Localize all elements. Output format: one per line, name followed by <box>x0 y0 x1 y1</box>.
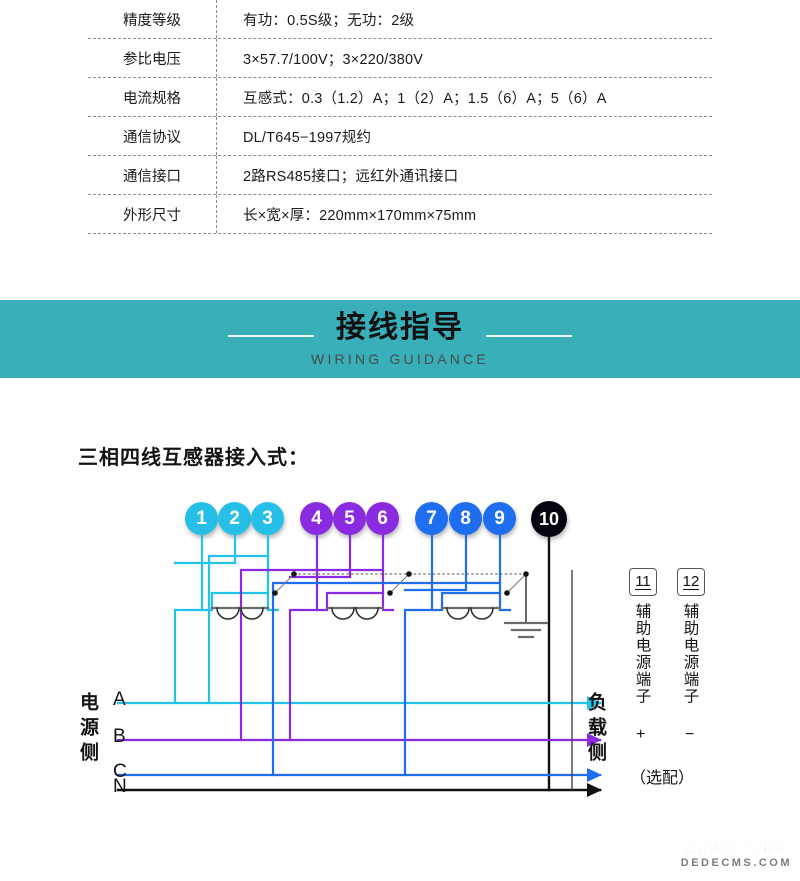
column-divider <box>216 39 217 77</box>
spec-table: 精度等级 有功：0.5S级；无功：2级 参比电压 3×57.7/100V；3×2… <box>88 0 712 234</box>
phase-label-b: B <box>113 726 126 747</box>
spec-value: 互感式：0.3（1.2）A；1（2）A；1.5（6）A；5（6）A <box>243 90 607 107</box>
spec-value: DL/T645−1997规约 <box>243 129 372 146</box>
terminal-4[interactable]: 4 <box>300 502 333 535</box>
banner-rule-right <box>486 335 572 337</box>
phase-label-a: A <box>113 689 126 710</box>
aux-optional-note: （选配） <box>630 770 695 787</box>
aux-terminal-12-text: 辅助电源端子 <box>681 603 699 705</box>
aux-terminal-11-box[interactable]: 11 <box>629 568 657 596</box>
column-divider <box>216 117 217 155</box>
phase-label-n: N <box>113 776 127 797</box>
table-row: 通信协议 DL/T645−1997规约 <box>88 117 712 156</box>
arrow-n <box>587 783 602 797</box>
table-row: 电流规格 互感式：0.3（1.2）A；1（2）A；1.5（6）A；5（6）A <box>88 78 712 117</box>
terminal-label: 3 <box>262 507 273 529</box>
terminal-1[interactable]: 1 <box>185 502 218 535</box>
terminal-label: 7 <box>426 507 437 529</box>
terminal-label: 9 <box>494 507 505 529</box>
terminal-label: 4 <box>311 507 322 529</box>
aux-terminal-12-box[interactable]: 12 <box>677 568 705 596</box>
spec-value: 有功：0.5S级；无功：2级 <box>243 12 415 29</box>
spec-value: 2路RS485接口；远红外通讯接口 <box>243 168 459 185</box>
column-divider <box>216 195 217 233</box>
terminal-label: 8 <box>460 507 471 529</box>
arrow-b <box>587 733 602 747</box>
wiring-diagram: 1 2 3 4 5 6 7 8 9 10 <box>0 470 800 840</box>
banner-title: 接线指导 <box>336 311 464 344</box>
spec-label: 参比电压 <box>123 51 181 68</box>
load-side-label: 负载侧 <box>585 692 606 767</box>
aux-terminal-12-sign: − <box>685 726 695 743</box>
table-row: 通信接口 2路RS485接口；远红外通讯接口 <box>88 156 712 195</box>
phase-label-c: C <box>113 761 127 782</box>
watermark-cn: 织梦内容管理系统 <box>684 841 789 855</box>
spec-label: 精度等级 <box>123 12 181 29</box>
terminal-label: 5 <box>344 507 355 529</box>
spec-label: 外形尺寸 <box>123 207 181 224</box>
terminal-label: 10 <box>538 508 560 529</box>
aux-terminal-11-text: 辅助电源端子 <box>633 603 651 705</box>
terminal-label: 1 <box>196 507 207 529</box>
aux-terminal-11-sign: + <box>636 726 646 743</box>
table-row: 精度等级 有功：0.5S级；无功：2级 <box>88 0 712 39</box>
spec-value: 长×宽×厚：220mm×170mm×75mm <box>243 207 477 224</box>
wiring-guidance-banner: 接线指导 WIRING GUIDANCE <box>0 300 800 378</box>
arrow-a <box>587 696 602 710</box>
diagram-title: 三相四线互感器接入式： <box>78 447 309 469</box>
aux-terminal-11-number: 11 <box>635 572 651 591</box>
terminal-10[interactable]: 10 <box>531 501 567 537</box>
terminal-7[interactable]: 7 <box>415 502 448 535</box>
column-divider <box>216 0 217 38</box>
watermark-en: DEDECMS.COM <box>680 857 792 869</box>
terminal-8[interactable]: 8 <box>449 502 482 535</box>
terminal-6[interactable]: 6 <box>366 502 399 535</box>
spec-label: 通信协议 <box>123 129 181 146</box>
watermark: 织梦内容管理系统 DEDECMS.COM <box>681 839 792 869</box>
spec-label: 电流规格 <box>123 90 181 107</box>
spec-label: 通信接口 <box>123 168 181 185</box>
source-side-label: 电源侧 <box>77 692 98 767</box>
circuit-schematic <box>116 534 602 797</box>
terminal-3[interactable]: 3 <box>251 502 284 535</box>
banner-subtitle: WIRING GUIDANCE <box>311 351 489 367</box>
terminal-5[interactable]: 5 <box>333 502 366 535</box>
banner-rule-left <box>228 335 314 337</box>
column-divider <box>216 156 217 194</box>
aux-terminal-12-number: 12 <box>682 572 700 591</box>
terminal-9[interactable]: 9 <box>483 502 516 535</box>
terminal-label: 6 <box>377 507 388 529</box>
terminal-label: 2 <box>229 507 240 529</box>
column-divider <box>216 78 217 116</box>
arrow-c <box>587 768 602 782</box>
terminal-2[interactable]: 2 <box>218 502 251 535</box>
table-row: 参比电压 3×57.7/100V；3×220/380V <box>88 39 712 78</box>
table-row: 外形尺寸 长×宽×厚：220mm×170mm×75mm <box>88 195 712 234</box>
spec-value: 3×57.7/100V；3×220/380V <box>243 51 424 68</box>
